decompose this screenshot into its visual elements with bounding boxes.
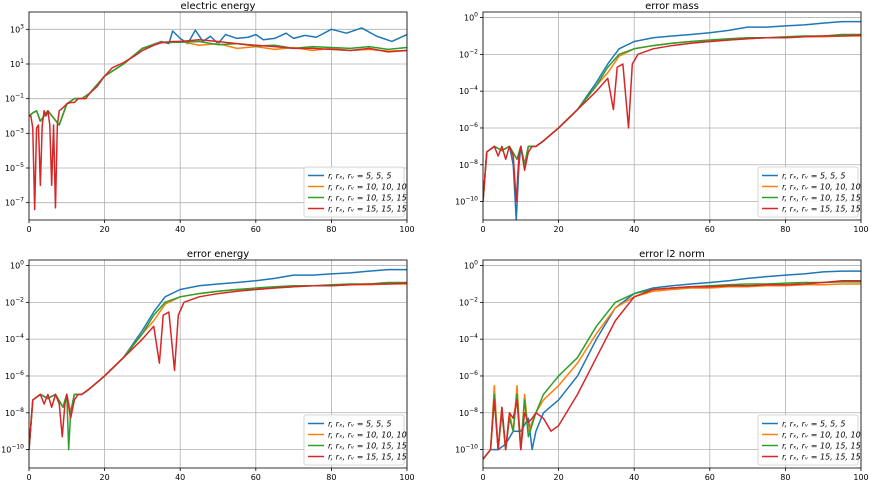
y-tick-label: 10−2 [459, 296, 478, 307]
y-tick-label: 10−4 [459, 85, 478, 96]
x-tick-label: 20 [554, 225, 564, 234]
x-tick-label: 60 [251, 225, 261, 234]
subplot-error-mass: error mass 0 20 40 60 80 100 10−10 10−8 10−6 10−4… [455, 1, 869, 234]
x-tick-label: 100 [853, 473, 868, 482]
x-tick-label: 100 [399, 473, 414, 482]
subplot-error-energy: error energy 0 20 40 60 80 100 10−10 10−8 10−6 10… [1, 249, 415, 482]
legend-label: r, rₓ, rᵥ = 15, 15, 15 [328, 205, 407, 214]
legend-box [303, 166, 405, 218]
y-tick-label: 10−10 [455, 196, 478, 207]
axes-frame [482, 259, 862, 469]
series-line [29, 40, 407, 126]
plot-title: error l2 norm [639, 249, 705, 260]
x-tick-label: 80 [780, 473, 790, 482]
y-tick-label: 10−2 [5, 296, 24, 307]
plot-title: electric energy [181, 1, 256, 12]
x-tick-label: 80 [780, 225, 790, 234]
legend-label: r, rₓ, rᵥ = 5, 5, 5 [782, 172, 845, 181]
y-tick-label: 103 [10, 23, 24, 34]
x-tick-label: 60 [251, 473, 261, 482]
legend-label: r, rₓ, rᵥ = 10, 15, 15 [782, 442, 861, 451]
subplot-error-l2-norm: error l2 norm 0 20 40 60 80 100 10−10 10−8 10−6 1… [455, 249, 869, 482]
y-tick-label: 10−6 [459, 370, 478, 381]
legend-label: r, rₓ, rᵥ = 10, 10, 10 [782, 431, 861, 440]
y-tick-label: 10−1 [5, 93, 24, 104]
x-tick-label: 20 [100, 225, 110, 234]
y-tick-label: 10−3 [5, 127, 24, 138]
legend-label: r, rₓ, rᵥ = 10, 10, 10 [782, 183, 861, 192]
y-tick-label: 10−5 [5, 162, 24, 173]
series-line [483, 34, 861, 203]
x-tick-label: 80 [326, 473, 336, 482]
legend-box [303, 414, 405, 466]
axes-frame [28, 11, 408, 221]
y-tick-label: 10−2 [459, 48, 478, 59]
legend-label: r, rₓ, rᵥ = 5, 5, 5 [328, 420, 391, 429]
legend-label: r, rₓ, rᵥ = 5, 5, 5 [782, 420, 845, 429]
y-tick-label: 10−4 [5, 333, 24, 344]
y-tick-label: 100 [10, 260, 24, 271]
y-tick-label: 10−4 [459, 333, 478, 344]
x-tick-label: 40 [629, 473, 639, 482]
y-tick-label: 10−8 [459, 407, 478, 418]
legend-label: r, rₓ, rᵥ = 5, 5, 5 [328, 172, 391, 181]
y-tick-label: 100 [464, 260, 478, 271]
y-tick-label: 10−10 [1, 444, 24, 455]
series-line [29, 282, 407, 450]
y-tick-label: 10−6 [5, 370, 24, 381]
plot-title: error energy [187, 249, 249, 260]
y-tick-label: 101 [10, 58, 24, 69]
x-tick-label: 40 [629, 225, 639, 234]
legend-label: r, rₓ, rᵥ = 10, 15, 15 [328, 194, 407, 203]
y-tick-label: 10−7 [5, 197, 24, 208]
subplot-electric-energy: electric energy 0 20 40 60 80 100 10−7 10−5 10−3… [5, 1, 415, 234]
legend-label: r, rₓ, rᵥ = 10, 10, 10 [328, 183, 407, 192]
legend-box [757, 414, 859, 466]
x-tick-label: 0 [26, 473, 31, 482]
series-line [483, 279, 861, 460]
legend-label: r, rₓ, rᵥ = 10, 10, 10 [328, 431, 407, 440]
x-tick-label: 100 [853, 225, 868, 234]
y-tick-label: 10−6 [459, 122, 478, 133]
series-line [29, 39, 407, 211]
legend-label: r, rₓ, rᵥ = 10, 15, 15 [328, 442, 407, 451]
series-line [29, 27, 407, 126]
y-tick-label: 10−8 [459, 159, 478, 170]
plot-title: error mass [645, 1, 699, 12]
y-tick-label: 100 [464, 12, 478, 23]
axes-frame [482, 11, 862, 221]
legend-label: r, rₓ, rᵥ = 15, 15, 15 [782, 453, 861, 462]
legend-label: r, rₓ, rᵥ = 15, 15, 15 [782, 205, 861, 214]
axes-frame [28, 259, 408, 469]
x-tick-label: 100 [399, 225, 414, 234]
x-tick-label: 40 [175, 473, 185, 482]
x-tick-label: 20 [554, 473, 564, 482]
x-tick-label: 20 [100, 473, 110, 482]
x-tick-label: 0 [480, 473, 485, 482]
y-tick-label: 10−8 [5, 407, 24, 418]
legend-label: r, rₓ, rᵥ = 10, 15, 15 [782, 194, 861, 203]
x-tick-label: 80 [326, 225, 336, 234]
series-line [29, 40, 407, 126]
x-tick-label: 60 [705, 473, 715, 482]
x-tick-label: 0 [26, 225, 31, 234]
legend-box [757, 166, 859, 218]
x-tick-label: 60 [705, 225, 715, 234]
x-tick-label: 40 [175, 225, 185, 234]
y-tick-label: 10−10 [455, 444, 478, 455]
legend-label: r, rₓ, rᵥ = 15, 15, 15 [328, 453, 407, 462]
x-tick-label: 0 [480, 225, 485, 234]
